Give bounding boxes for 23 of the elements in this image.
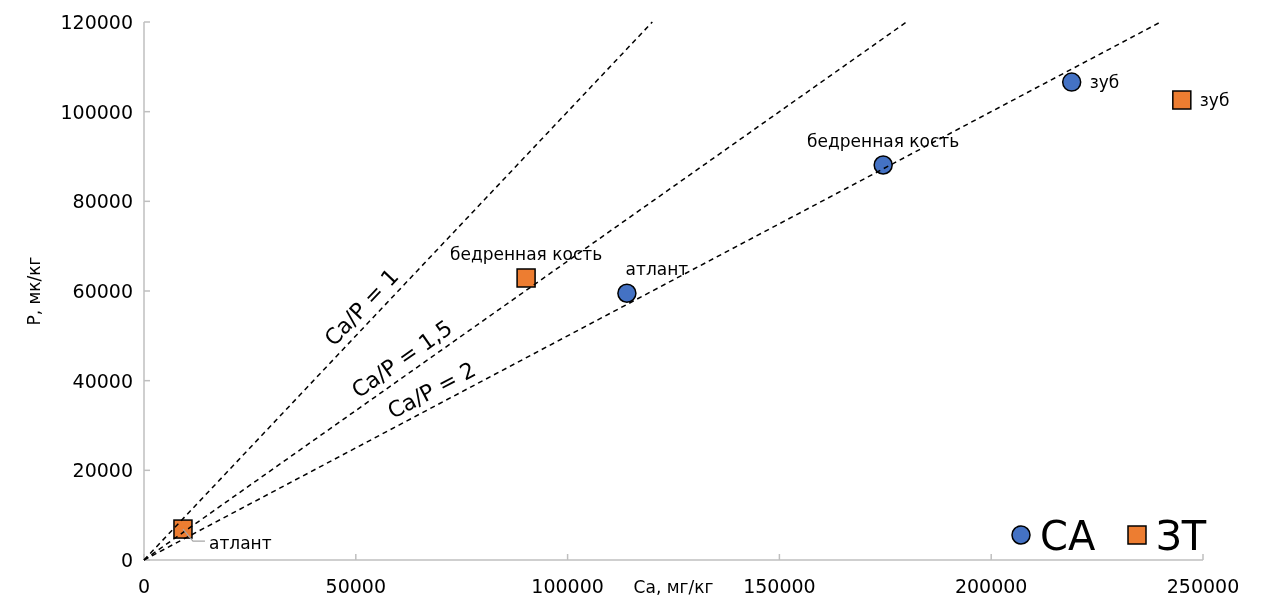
- y-tick-label: 20000: [72, 459, 133, 482]
- legend-label: СА: [1040, 513, 1096, 559]
- annotation: бедренная кость: [807, 131, 960, 152]
- x-tick-label: 50000: [325, 575, 387, 597]
- x-tick-label: 0: [137, 575, 151, 597]
- y-tick-label: 60000: [72, 280, 133, 302]
- annotation: атлант: [625, 259, 689, 280]
- y-tick-label: 0: [120, 549, 133, 571]
- y-tick-label: 80000: [72, 190, 133, 213]
- annotation: зуб: [1089, 72, 1120, 93]
- annotation: атлант: [208, 533, 272, 554]
- annotation: зуб: [1199, 90, 1230, 111]
- x-axis-title: Ca, мг/кг: [633, 577, 714, 597]
- x-tick-label: 250000: [1166, 575, 1240, 597]
- legend-label: ЗТ: [1156, 513, 1207, 559]
- y-tick-label: 100000: [60, 100, 133, 123]
- y-axis-title: P, мк/кг: [24, 256, 44, 326]
- x-tick-label: 100000: [531, 575, 604, 597]
- x-tick-label: 150000: [743, 575, 816, 597]
- y-tick-label: 40000: [72, 369, 133, 392]
- x-tick-label: 200000: [954, 575, 1028, 597]
- annotation: бедренная кость: [450, 244, 603, 264]
- y-tick-label: 120000: [60, 11, 133, 33]
